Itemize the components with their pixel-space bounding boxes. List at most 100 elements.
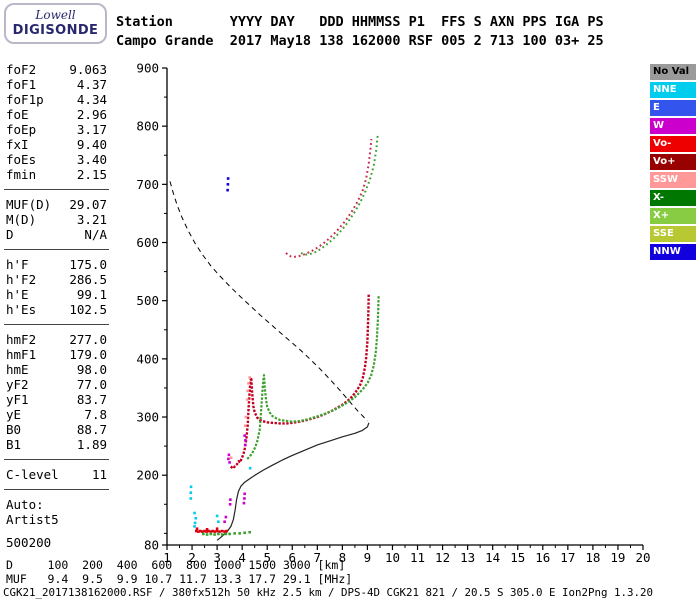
param-row: fxI 9.40 <box>6 137 107 152</box>
param-label: foF1 <box>6 77 37 92</box>
param-label: yF2 <box>6 377 29 392</box>
footer-line: 500200 <box>6 535 52 550</box>
param-row: hmF2 277.0 <box>6 332 107 347</box>
x-tick-label: 11 <box>410 550 425 562</box>
footer-line: Auto: <box>6 497 44 512</box>
param-label: foF2 <box>6 62 37 77</box>
x-tick-label: 5 <box>263 550 271 562</box>
x-tick-label: 10 <box>385 550 400 562</box>
param-label: hmF1 <box>6 347 37 362</box>
param-label: foEp <box>6 122 37 137</box>
param-value: 286.5 <box>69 272 107 287</box>
lowell-digisonde-logo: Lowell DIGISONDE <box>4 3 107 44</box>
param-separator <box>4 189 109 190</box>
param-row: B0 88.7 <box>6 422 107 437</box>
series-topside-profile-dashed <box>169 181 368 422</box>
series-x-trace-F <box>246 294 380 460</box>
param-separator <box>4 489 109 490</box>
series-x-trace-2F <box>300 133 379 256</box>
param-value: 1.89 <box>76 437 107 452</box>
param-value: 88.7 <box>76 422 107 437</box>
x-tick-label: 1 <box>163 550 171 562</box>
param-separator <box>4 249 109 250</box>
series-es-dots-red <box>195 527 228 533</box>
param-value: 2.15 <box>76 167 107 182</box>
param-label: hmF2 <box>6 332 37 347</box>
x-tick-label: 3 <box>213 550 221 562</box>
param-value: 3.40 <box>76 152 107 167</box>
param-label: foF1p <box>6 92 44 107</box>
station-header-labels: Station YYYY DAY DDD HHMMSS P1 FFS S AXN… <box>116 14 604 30</box>
param-label: fmin <box>6 167 37 182</box>
x-tick-label: 2 <box>188 550 196 562</box>
param-row: h'F2 286.5 <box>6 272 107 287</box>
y-tick-label: 300 <box>136 410 159 425</box>
station-header-values: Campo Grande 2017 May18 138 162000 RSF 0… <box>116 33 604 49</box>
param-row: foEp 3.17 <box>6 122 107 137</box>
param-label: h'F <box>6 257 29 272</box>
param-label: C-level <box>6 467 59 482</box>
param-separator <box>4 324 109 325</box>
param-label: B1 <box>6 437 22 452</box>
legend-item-w: W <box>650 118 696 134</box>
param-value: 11 <box>91 467 107 482</box>
x-tick-label: 13 <box>460 550 475 562</box>
x-tick-label: 16 <box>535 550 550 562</box>
x-tick-label: 19 <box>610 550 625 562</box>
param-row: M(D) 3.21 <box>6 212 107 227</box>
x-tick-label: 14 <box>485 550 500 562</box>
legend-item-nnw: NNW <box>650 244 696 260</box>
legend-panel: No Val NNE E W Vo- Vo+ SSW X- X+ SSE NNW <box>650 64 696 262</box>
series-o-trace-F <box>229 293 370 469</box>
param-separator <box>4 459 109 460</box>
param-row: h'Es 102.5 <box>6 302 107 317</box>
x-tick-label: 12 <box>435 550 450 562</box>
legend-item-vo-: Vo- <box>650 136 696 152</box>
param-value: 2.96 <box>76 107 107 122</box>
param-value: 175.0 <box>69 257 107 272</box>
legend-item-no-val: No Val <box>650 64 696 80</box>
param-row: h'E 99.1 <box>6 287 107 302</box>
y-tick-label: 800 <box>136 119 159 134</box>
param-value: 83.7 <box>76 392 107 407</box>
y-tick-label: 400 <box>136 351 159 366</box>
d-muf-table: D 100 200 400 600 800 1000 1500 3000 [km… <box>6 558 353 586</box>
series-stray-dots-salmon <box>229 376 251 460</box>
param-label: fxI <box>6 137 29 152</box>
x-tick-label: 18 <box>585 550 600 562</box>
x-tick-label: 7 <box>314 550 322 562</box>
legend-item-ssw: SSW <box>650 172 696 188</box>
param-row: D N/A <box>6 227 107 242</box>
param-label: hmE <box>6 362 29 377</box>
param-value: 4.37 <box>76 77 107 92</box>
param-label: foE <box>6 107 29 122</box>
param-value: 3.17 <box>76 122 107 137</box>
y-tick-label: 900 <box>136 61 159 76</box>
param-value: 77.0 <box>76 377 107 392</box>
footer-line: Artist5 <box>6 512 59 527</box>
param-row: foEs 3.40 <box>6 152 107 167</box>
param-value: 9.063 <box>69 62 107 77</box>
param-label: h'F2 <box>6 272 37 287</box>
param-row: foF1 4.37 <box>6 77 107 92</box>
param-row: yF2 77.0 <box>6 377 107 392</box>
parameter-panel: foF2 9.063 foF1 4.37 foF1p 4.34 foE 2.96 foEp 3.1… <box>4 62 109 550</box>
legend-item-x-: X+ <box>650 208 696 224</box>
series-es-dots-green <box>202 530 251 536</box>
logo-lowell-text: Lowell <box>35 8 76 22</box>
param-value: 98.0 <box>76 362 107 377</box>
param-row: B1 1.89 <box>6 437 107 452</box>
series-bottomside-profile <box>216 422 370 541</box>
param-row: foE 2.96 <box>6 107 107 122</box>
param-row: hmE 98.0 <box>6 362 107 377</box>
param-value: N/A <box>84 227 107 242</box>
axes <box>166 68 643 546</box>
param-value: 179.0 <box>69 347 107 362</box>
legend-item-sse: SSE <box>650 226 696 242</box>
legend-item-x-: X- <box>650 190 696 206</box>
legend-item-vo-: Vo+ <box>650 154 696 170</box>
param-row: foF2 9.063 <box>6 62 107 77</box>
param-label: M(D) <box>6 212 37 227</box>
